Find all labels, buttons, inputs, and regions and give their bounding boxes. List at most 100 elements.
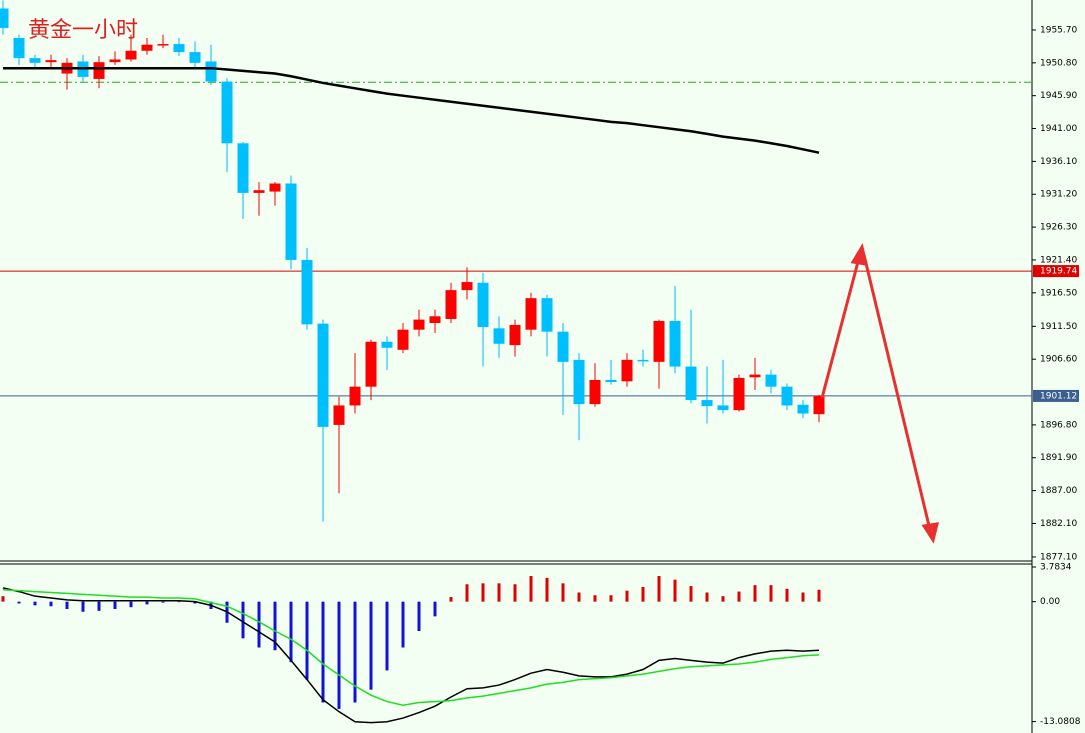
y-tick-label: 1941.00: [1040, 124, 1077, 134]
histogram-bar: [49, 601, 53, 607]
y-tick-label: 1911.50: [1040, 322, 1077, 332]
candle-body: [589, 379, 601, 405]
arrow-down: [862, 254, 932, 531]
price-label-box: [1033, 389, 1079, 402]
candle-body: [477, 282, 489, 327]
histogram-bar: [273, 601, 277, 651]
histogram-bar: [257, 601, 261, 648]
histogram-bar: [321, 601, 325, 703]
histogram-bar: [705, 592, 709, 602]
candle-body: [653, 320, 665, 362]
histogram-bar: [625, 590, 629, 602]
histogram-bar: [113, 601, 117, 609]
y-tick-label: 1896.80: [1040, 420, 1077, 430]
candle-body: [445, 290, 457, 319]
histogram-bar: [529, 576, 533, 602]
histogram-bar: [721, 596, 725, 602]
histogram-bar: [801, 592, 805, 602]
price-label: 1901.12: [1040, 391, 1077, 401]
candle-body: [301, 259, 313, 325]
histogram-bar: [497, 583, 501, 602]
histogram-bar: [785, 588, 789, 602]
candle-body: [685, 366, 697, 401]
y-tick-label: 1916.50: [1040, 288, 1077, 298]
candle-body: [701, 400, 713, 407]
histogram-bar: [641, 587, 645, 602]
candle-body: [13, 38, 25, 59]
candle-body: [381, 341, 393, 348]
candle-body: [45, 60, 57, 63]
histogram-bar: [353, 601, 357, 703]
candle-body: [717, 405, 729, 411]
candle-body: [669, 320, 681, 367]
y-tick-label: 1921.40: [1040, 255, 1077, 265]
candle-body: [461, 282, 473, 291]
y-tick-label: 1931.20: [1040, 190, 1077, 200]
y-tick-label: 1877.10: [1040, 552, 1077, 562]
candle-body: [365, 341, 377, 387]
histogram-bar: [769, 585, 773, 602]
candle-body: [269, 183, 281, 192]
candle-body: [397, 329, 409, 350]
histogram-bar: [689, 586, 693, 602]
histogram-bar: [545, 577, 549, 602]
histogram-bar: [577, 592, 581, 602]
histogram-bar: [657, 576, 661, 602]
histogram-bar: [673, 579, 677, 602]
candle-body: [797, 404, 809, 414]
y-tick-label: 1887.00: [1040, 486, 1077, 496]
chart-title: 黄金一小时: [28, 18, 138, 43]
histogram-bar: [737, 591, 741, 602]
candle-body: [109, 59, 121, 63]
y-tick-label: 1906.60: [1040, 355, 1077, 365]
candle-body: [29, 58, 41, 63]
histogram-bar: [81, 601, 85, 612]
candle-body: [781, 386, 793, 406]
histogram-bar: [161, 601, 165, 603]
candle-body: [621, 359, 633, 382]
y-tick-label: 1955.70: [1040, 25, 1077, 35]
histogram-bar: [417, 601, 421, 631]
histogram-bar: [465, 584, 469, 602]
candle-body: [605, 379, 617, 382]
candle-body: [733, 377, 745, 411]
histogram-bar: [33, 601, 37, 606]
candle-body: [317, 323, 329, 427]
histogram-bar: [337, 601, 341, 709]
histogram-bar: [609, 595, 613, 602]
histogram-bar: [561, 583, 565, 602]
y-tick-label: 1950.80: [1040, 58, 1077, 68]
candle-body: [557, 331, 569, 362]
histogram-bar: [145, 601, 149, 605]
candle-body: [429, 316, 441, 323]
histogram-bar: [753, 585, 757, 602]
candle-body: [573, 359, 585, 405]
histogram-bar: [177, 601, 181, 603]
y-tick-label: 3.7834: [1040, 562, 1072, 572]
candle-body: [413, 319, 425, 330]
candle-body: [637, 359, 649, 362]
y-tick-label: 1926.30: [1040, 223, 1077, 233]
candle-body: [0, 8, 9, 28]
histogram-bar: [129, 601, 133, 608]
candle-body: [285, 183, 297, 260]
histogram-bar: [817, 589, 821, 602]
price-label: 1919.74: [1040, 267, 1077, 277]
histogram-bar: [65, 601, 69, 609]
y-tick-label: 0.00: [1040, 597, 1060, 607]
y-tick-label: -13.0808: [1040, 717, 1081, 727]
candle-body: [93, 62, 105, 79]
candle-body: [205, 61, 217, 82]
moving-average: [3, 66, 820, 154]
candle-body: [333, 405, 345, 425]
candle-body: [157, 44, 169, 46]
histogram-bar: [401, 601, 405, 648]
histogram-bar: [305, 601, 309, 680]
candle-body: [493, 328, 505, 344]
candle-body: [237, 143, 249, 193]
arrow-head: [921, 522, 940, 544]
histogram-bar: [449, 597, 453, 602]
